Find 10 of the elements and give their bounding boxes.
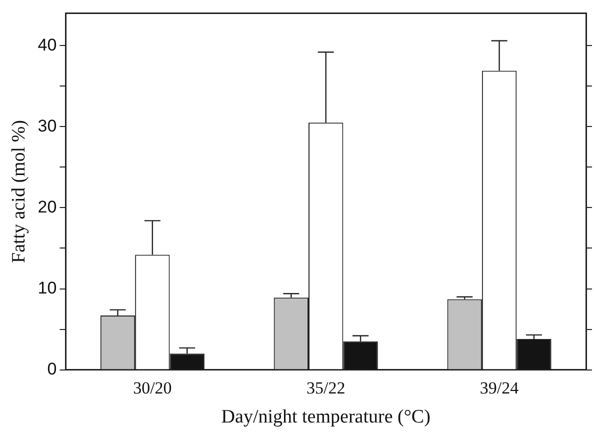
x-axis-title: Day/night temperature (°C) — [221, 406, 430, 428]
x-tick-label: 39/24 — [480, 378, 520, 398]
y-tick-label: 0 — [47, 359, 57, 378]
x-tick-label: 35/22 — [306, 378, 346, 398]
y-tick-label: 20 — [38, 197, 57, 216]
y-axis-title: Fatty acid (mol %) — [8, 120, 30, 263]
y-tick-label: 30 — [38, 116, 57, 136]
x-tick-label: 30/20 — [133, 378, 172, 398]
y-tick-label: 10 — [38, 278, 57, 298]
y-tick-label: 40 — [38, 35, 57, 54]
